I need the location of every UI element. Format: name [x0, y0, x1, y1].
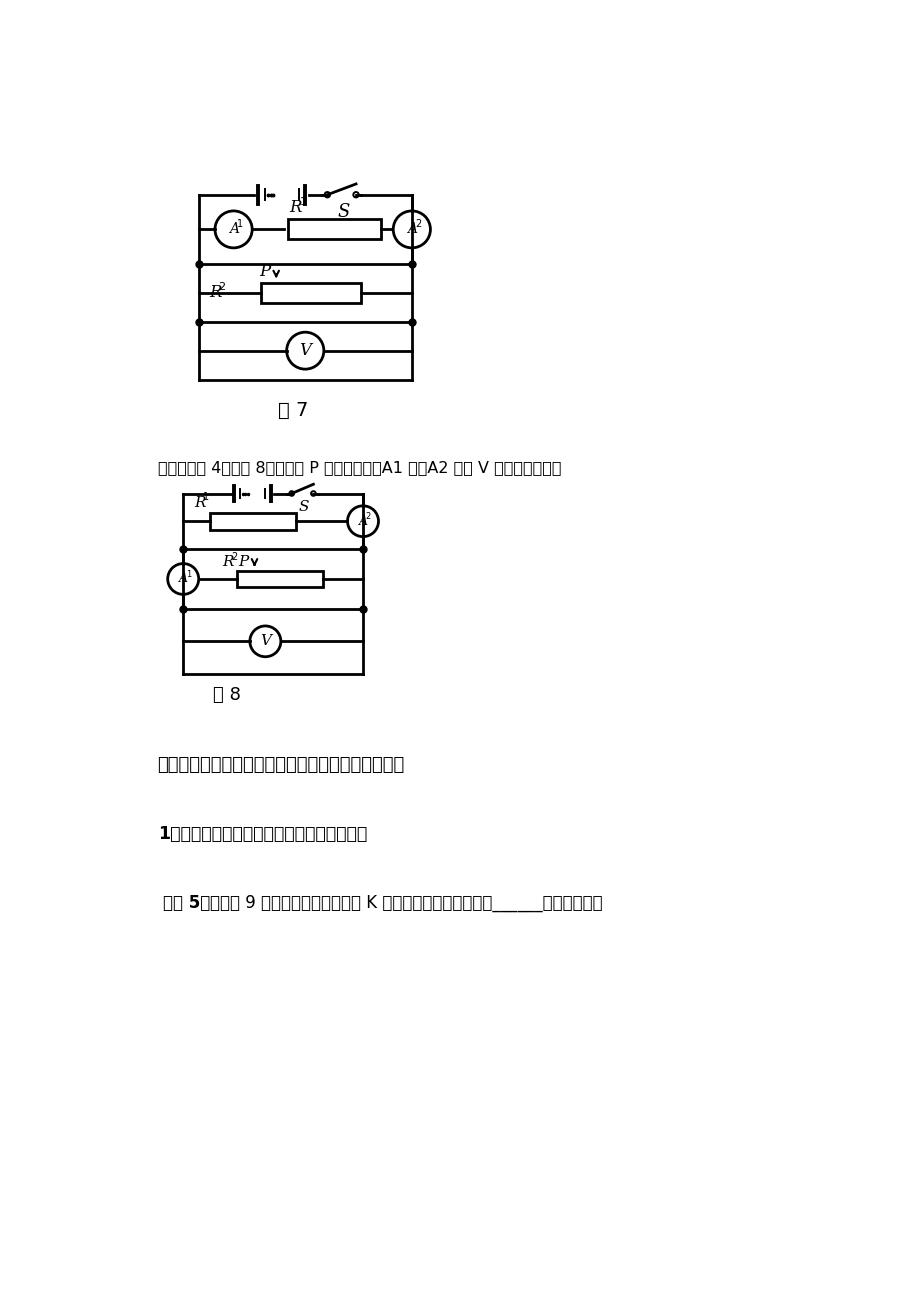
Text: S: S — [336, 203, 349, 220]
Text: 2: 2 — [414, 219, 421, 229]
Text: R: R — [194, 496, 206, 510]
Text: P: P — [238, 555, 248, 569]
Text: 1: 1 — [300, 197, 307, 207]
Text: A: A — [358, 514, 367, 527]
Text: 2: 2 — [366, 512, 370, 521]
Text: 在如图 9 所示的电路中，将电键 K 闭合，则安培表的示数将______，伏特表的示: 在如图 9 所示的电路中，将电键 K 闭合，则安培表的示数将______，伏特表… — [210, 894, 602, 913]
Text: R: R — [222, 555, 233, 569]
Text: R: R — [289, 199, 301, 216]
Bar — [210, 513, 295, 530]
Text: 2: 2 — [231, 552, 237, 561]
Text: 2: 2 — [218, 281, 225, 292]
Text: 图 8: 图 8 — [213, 686, 241, 704]
Text: A: A — [178, 573, 187, 586]
Bar — [288, 219, 380, 240]
Text: 【变式训组 4】如图 8，当滑片 P 向右移动时，A1 表、A2 表和 V 表将如何变化？: 【变式训组 4】如图 8，当滑片 P 向右移动时，A1 表、A2 表和 V 表将… — [157, 461, 561, 475]
Text: 1．串联电路中电键的断开或闭合引起的变化: 1．串联电路中电键的断开或闭合引起的变化 — [157, 825, 367, 842]
Text: V: V — [259, 634, 270, 648]
Text: V: V — [299, 342, 311, 359]
Text: A: A — [406, 223, 416, 237]
Text: S: S — [299, 500, 309, 514]
Text: R: R — [210, 284, 221, 302]
Text: 1: 1 — [186, 570, 191, 579]
Bar — [237, 570, 323, 587]
Text: 1: 1 — [236, 219, 243, 229]
Text: 【例 5】: 【例 5】 — [163, 894, 210, 913]
Text: 二、电键的断开或闭合引起电路中电学物理量的变化: 二、电键的断开或闭合引起电路中电学物理量的变化 — [157, 755, 404, 773]
Bar — [260, 283, 361, 303]
Text: P: P — [259, 263, 270, 280]
Text: 1: 1 — [203, 492, 210, 503]
Text: A: A — [228, 223, 238, 237]
Text: 图 7: 图 7 — [278, 401, 308, 419]
